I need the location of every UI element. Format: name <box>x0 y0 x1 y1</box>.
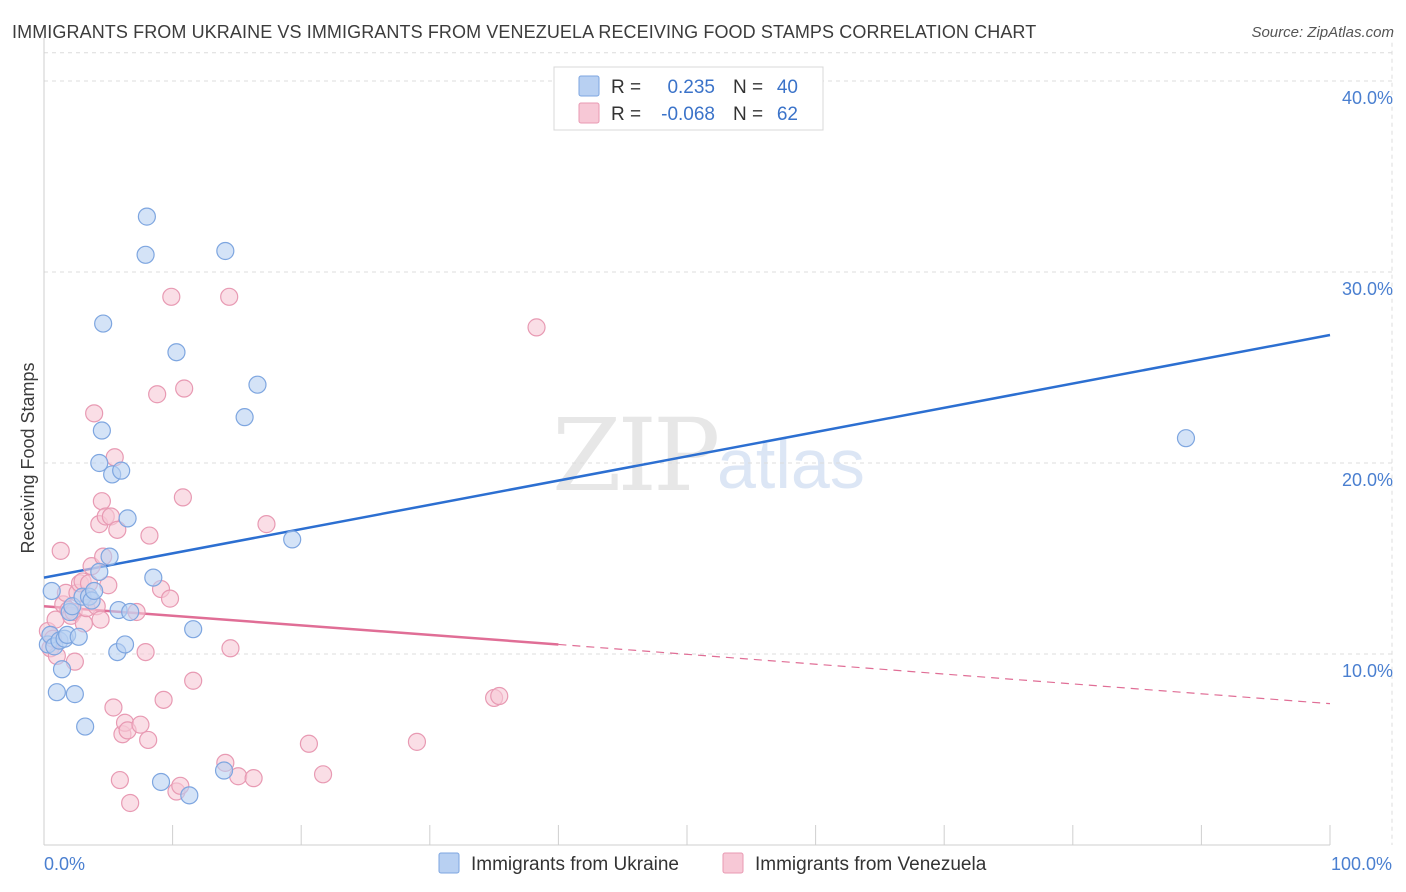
point-ukraine-17 <box>85 581 104 601</box>
point-venezuela-44 <box>160 589 180 608</box>
point-venezuela-56 <box>257 515 276 534</box>
y-tick-labels: 10.0% 20.0% 30.0% 40.0% <box>1342 88 1393 681</box>
point-venezuela-23 <box>92 492 111 511</box>
legend-r-value-ukraine: 0.235 <box>667 77 715 98</box>
point-venezuela-19 <box>85 404 104 423</box>
point-ukraine-29 <box>121 602 140 622</box>
point-venezuela-22 <box>91 610 110 629</box>
x-tick-max: 100.0% <box>1331 854 1392 874</box>
y-tick-label-30: 30.0% <box>1342 279 1393 299</box>
point-venezuela-52 <box>220 287 239 306</box>
series-legend-swatch-ukraine <box>438 852 460 874</box>
point-venezuela-50 <box>184 671 203 690</box>
legend-r-label-venezuela: R = <box>611 104 641 125</box>
point-venezuela-55 <box>244 769 263 788</box>
point-ukraine-4 <box>47 683 66 702</box>
point-venezuela-35 <box>121 793 140 813</box>
series-legend-swatch-venezuela <box>722 852 744 874</box>
point-venezuela-49 <box>175 379 194 398</box>
point-ukraine-35 <box>180 786 199 805</box>
point-venezuela-45 <box>162 287 181 306</box>
point-ukraine-32 <box>144 568 163 587</box>
data-points <box>38 207 1196 813</box>
point-ukraine-12 <box>69 627 88 646</box>
point-venezuela-37 <box>131 715 150 734</box>
legend-n-label-ukraine: N = <box>733 77 763 98</box>
point-venezuela-30 <box>108 520 127 539</box>
trend-line-venezuela-extension <box>558 643 1331 705</box>
point-ukraine-42 <box>1176 429 1196 448</box>
point-ukraine-22 <box>100 547 119 566</box>
legend-n-value-ukraine: 40 <box>777 77 798 98</box>
axes <box>43 37 1331 846</box>
point-ukraine-41 <box>283 530 302 549</box>
point-venezuela-62 <box>527 318 546 337</box>
point-ukraine-37 <box>214 761 234 780</box>
legend-n-value-venezuela: 62 <box>777 104 798 125</box>
point-ukraine-39 <box>235 408 254 427</box>
point-ukraine-27 <box>115 635 135 654</box>
point-ukraine-31 <box>137 207 156 226</box>
legend-n-label-venezuela: N = <box>733 104 763 125</box>
point-ukraine-40 <box>248 375 267 394</box>
y-tick-label-40: 40.0% <box>1342 88 1393 108</box>
y-tick-label-20: 20.0% <box>1342 470 1393 490</box>
y-tick-label-10: 10.0% <box>1342 661 1393 681</box>
point-venezuela-38 <box>136 642 155 662</box>
point-venezuela-41 <box>148 385 167 404</box>
point-ukraine-21 <box>94 314 113 333</box>
trend-line-ukraine <box>43 333 1331 579</box>
point-venezuela-53 <box>221 639 240 658</box>
point-ukraine-28 <box>118 509 137 528</box>
point-venezuela-48 <box>173 488 192 507</box>
series-legend-label-venezuela: Immigrants from Venezuela <box>755 854 987 875</box>
point-ukraine-19 <box>90 453 109 473</box>
point-venezuela-5 <box>51 541 70 560</box>
point-ukraine-34 <box>167 343 186 362</box>
point-ukraine-2 <box>42 581 61 601</box>
point-ukraine-14 <box>76 717 95 736</box>
point-venezuela-58 <box>313 765 333 784</box>
legend-swatch-venezuela <box>578 102 600 124</box>
series-legend-label-ukraine: Immigrants from Ukraine <box>471 854 679 875</box>
watermark-atlas: atlas <box>717 425 865 503</box>
point-ukraine-20 <box>92 421 111 440</box>
point-ukraine-18 <box>90 562 109 581</box>
x-tick-min: 0.0% <box>44 854 85 874</box>
point-ukraine-38 <box>216 241 235 261</box>
point-venezuela-61 <box>490 686 509 706</box>
point-ukraine-26 <box>112 461 131 480</box>
stats-legend: R = 0.235 N = 40 R = -0.068 N = 62 <box>553 66 824 131</box>
point-ukraine-36 <box>184 620 203 639</box>
point-venezuela-40 <box>140 526 159 545</box>
legend-r-label-ukraine: R = <box>611 77 641 98</box>
source-label: Source: ZipAtlas.com <box>1251 24 1394 41</box>
legend-r-value-venezuela: -0.068 <box>661 104 715 125</box>
point-venezuela-39 <box>139 730 158 750</box>
y-axis-label: Receiving Food Stamps <box>18 362 38 553</box>
point-venezuela-59 <box>407 732 427 751</box>
point-venezuela-57 <box>299 734 319 753</box>
point-ukraine-30 <box>136 245 155 264</box>
legend-swatch-ukraine <box>578 75 600 97</box>
point-ukraine-6 <box>52 660 72 679</box>
chart-title: IMMIGRANTS FROM UKRAINE VS IMMIGRANTS FR… <box>12 22 1037 42</box>
series-legend: Immigrants from Ukraine Immigrants from … <box>438 852 987 875</box>
point-ukraine-11 <box>65 685 84 704</box>
point-ukraine-33 <box>151 772 171 792</box>
point-venezuela-43 <box>154 690 173 709</box>
point-venezuela-31 <box>110 770 129 790</box>
point-venezuela-28 <box>104 698 123 717</box>
